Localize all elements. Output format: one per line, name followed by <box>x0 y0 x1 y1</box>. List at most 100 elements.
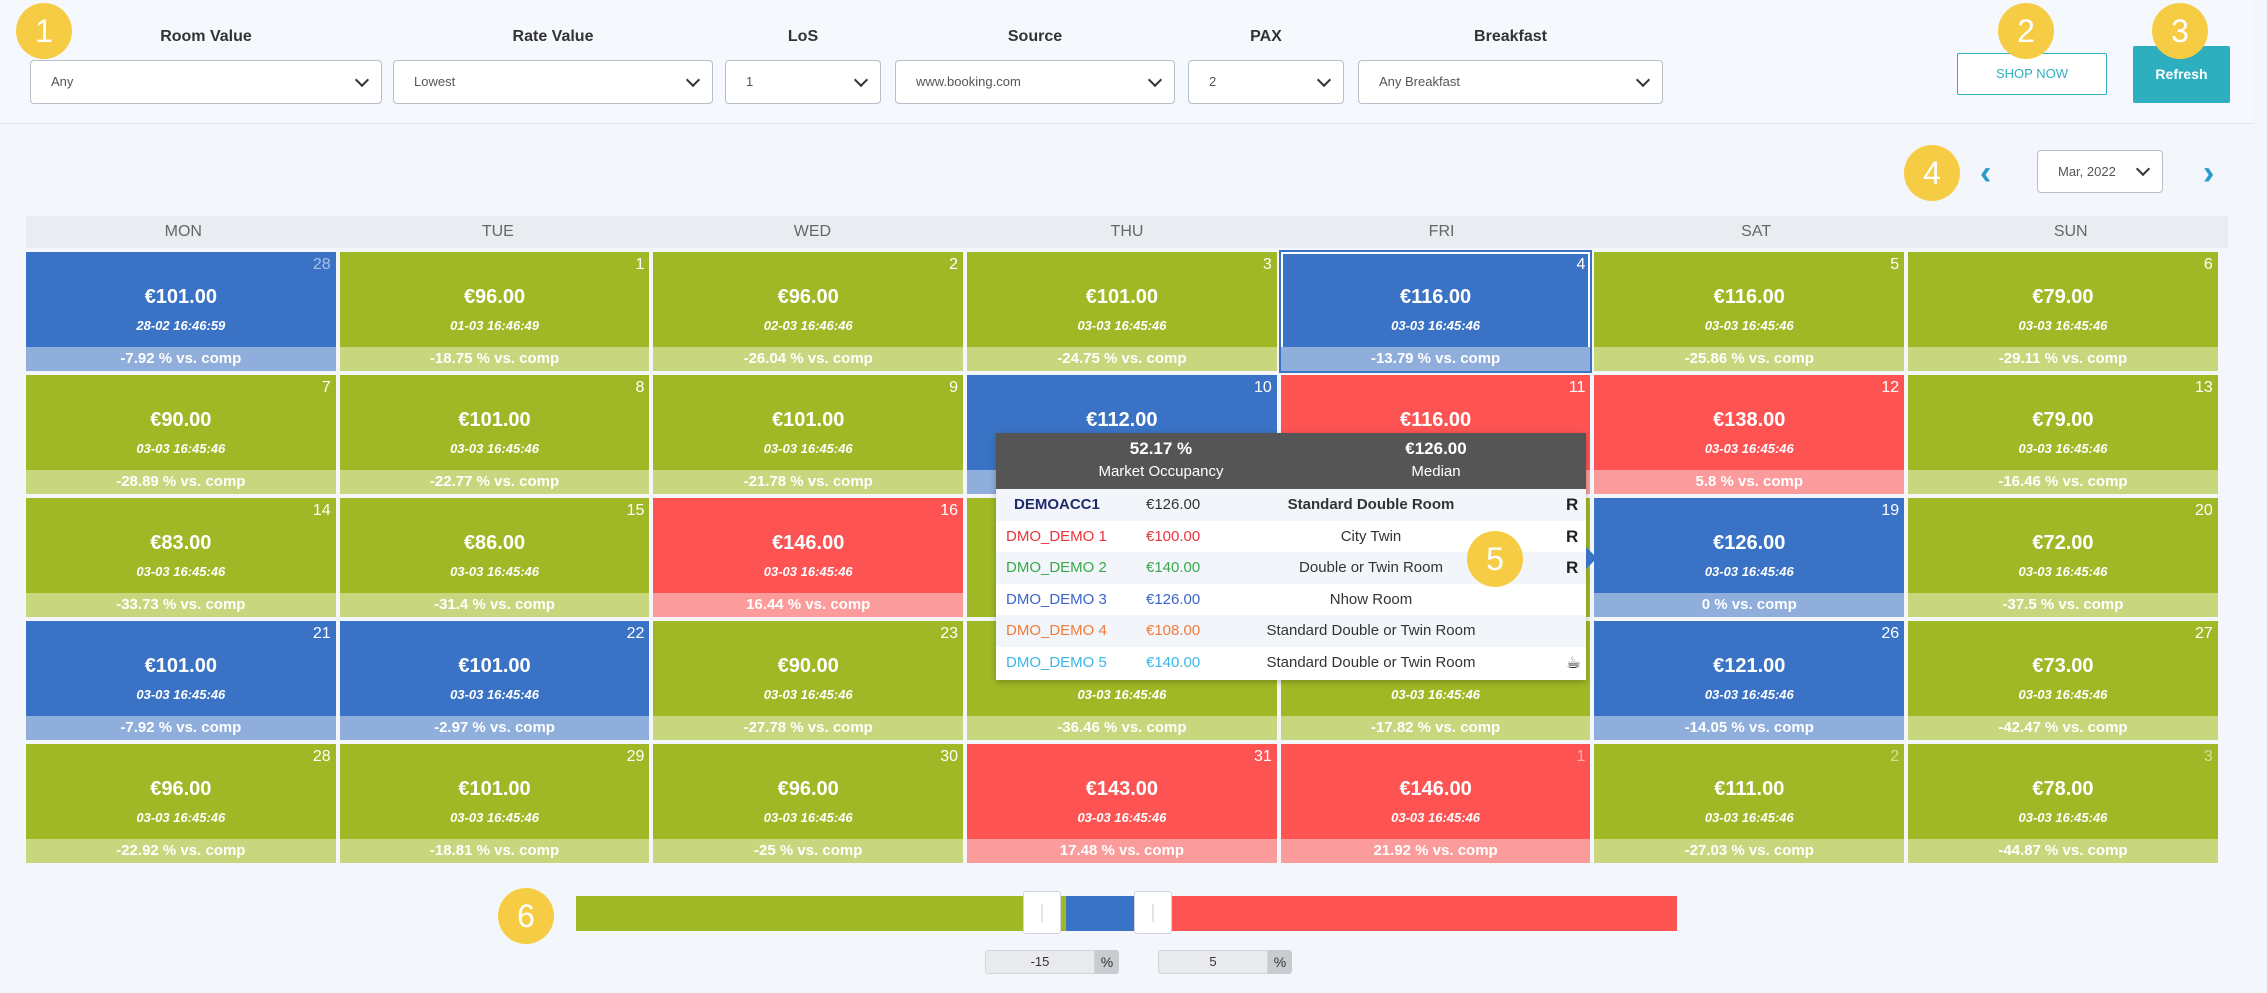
day-price: €121.00 <box>1713 655 1786 677</box>
calendar-day-cell[interactable]: 14 €83.00 03-03 16:45:46 -33.73 % vs. comp <box>26 498 336 617</box>
day-timestamp: 03-03 16:45:46 <box>136 810 226 825</box>
calendar-day-cell[interactable]: 21 €101.00 03-03 16:45:46 -7.92 % vs. comp <box>26 621 336 740</box>
month-select[interactable]: Mar, 2022 <box>2037 150 2163 193</box>
day-vs-comp: -25 % vs. comp <box>653 839 964 863</box>
day-vs-comp: -18.81 % vs. comp <box>339 839 650 863</box>
competitor-row: DEMOACC1 €126.00 Standard Double Room R <box>996 489 1586 521</box>
chevron-down-icon <box>2135 161 2151 177</box>
calendar-day-cell[interactable]: 1 €146.00 03-03 16:45:46 21.92 % vs. comp <box>1280 744 1591 863</box>
calendar-day-cell[interactable]: 22 €101.00 03-03 16:45:46 -2.97 % vs. comp <box>339 621 650 740</box>
day-vs-comp: -7.92 % vs. comp <box>26 347 336 371</box>
calendar-day-cell[interactable]: 2 €96.00 02-03 16:46:46 -26.04 % vs. comp <box>653 252 964 371</box>
day-number: 1 <box>1576 748 1586 765</box>
day-price: €96.00 <box>150 778 212 800</box>
calendar-day-cell[interactable]: 3 €101.00 03-03 16:45:46 -24.75 % vs. comp <box>967 252 1277 371</box>
chevron-down-icon <box>1316 72 1332 88</box>
day-timestamp: 03-03 16:45:46 <box>2018 441 2108 456</box>
calendar-day-cell[interactable]: 16 €146.00 03-03 16:45:46 16.44 % vs. comp <box>653 498 964 617</box>
median-value: €126.00 <box>1405 439 1467 458</box>
refundable-flag: R <box>1566 495 1579 514</box>
source-label: Source <box>1007 28 1063 45</box>
annotation-badge-4: 4 <box>1904 145 1960 201</box>
calendar-day-cell[interactable]: 27 €73.00 03-03 16:45:46 -42.47 % vs. comp <box>1908 621 2218 740</box>
shop-now-button[interactable]: SHOP NOW <box>1957 53 2107 95</box>
day-vs-comp: 17.48 % vs. comp <box>967 839 1277 863</box>
day-price: €146.00 <box>772 532 845 554</box>
market-occupancy-label: Market Occupancy <box>1098 463 1224 480</box>
chevron-down-icon <box>1147 72 1163 88</box>
room-value-label: Room Value <box>160 28 252 45</box>
room-value-select[interactable]: Any <box>30 60 382 104</box>
range-high-field: 5 % <box>1158 950 1292 974</box>
los-label: LoS <box>787 28 819 45</box>
competitor-price: €140.00 <box>1146 653 1201 671</box>
day-price: €79.00 <box>2032 286 2094 308</box>
pax-select[interactable]: 2 <box>1188 60 1344 104</box>
range-high-input[interactable]: 5 <box>1158 950 1268 974</box>
source-select[interactable]: www.booking.com <box>895 60 1175 104</box>
day-timestamp: 03-03 16:45:46 <box>1704 318 1794 333</box>
day-price: €116.00 <box>1399 286 1472 308</box>
day-vs-comp: -16.46 % vs. comp <box>1908 470 2218 494</box>
pax-selected: 2 <box>1209 74 1217 89</box>
calendar-day-cell[interactable]: 4 €116.00 03-03 16:45:46 -13.79 % vs. comp <box>1280 252 1591 371</box>
day-timestamp: 03-03 16:45:46 <box>2018 564 2108 579</box>
calendar-day-cell[interactable]: 13 €79.00 03-03 16:45:46 -16.46 % vs. comp <box>1908 375 2218 494</box>
day-timestamp: 03-03 16:45:46 <box>1704 687 1794 702</box>
refundable-flag: R <box>1566 558 1579 577</box>
day-timestamp: 03-03 16:45:46 <box>763 687 853 702</box>
competitor-price: €108.00 <box>1146 622 1201 639</box>
calendar-day-cell[interactable]: 3 €78.00 03-03 16:45:46 -44.87 % vs. comp <box>1908 744 2218 863</box>
calendar-day-cell[interactable]: 31 €143.00 03-03 16:45:46 17.48 % vs. comp <box>967 744 1277 863</box>
day-price: €72.00 <box>2032 532 2094 554</box>
calendar-day-cell[interactable]: 6 €79.00 03-03 16:45:46 -29.11 % vs. comp <box>1908 252 2218 371</box>
range-high-handle[interactable] <box>1134 891 1172 934</box>
calendar-day-cell[interactable]: 15 €86.00 03-03 16:45:46 -31.4 % vs. comp <box>339 498 650 617</box>
competitor-name: DMO_DEMO 2 <box>1006 559 1107 576</box>
day-price: €101.00 <box>458 655 531 677</box>
day-price: €101.00 <box>458 778 531 800</box>
competitor-room-type: Standard Double or Twin Room <box>1266 653 1476 671</box>
weekday-thu: THU <box>1110 223 1144 240</box>
calendar-day-cell[interactable]: 5 €116.00 03-03 16:45:46 -25.86 % vs. comp <box>1594 252 1905 371</box>
breakfast-select[interactable]: Any Breakfast <box>1358 60 1663 104</box>
month-selected: Mar, 2022 <box>2058 164 2116 179</box>
competitor-name: DMO_DEMO 4 <box>1006 622 1107 639</box>
range-low-handle[interactable] <box>1023 891 1061 934</box>
calendar-day-cell[interactable]: 23 €90.00 03-03 16:45:46 -27.78 % vs. comp <box>653 621 964 740</box>
day-timestamp: 03-03 16:45:46 <box>2018 687 2108 702</box>
calendar-day-cell[interactable]: 29 €101.00 03-03 16:45:46 -18.81 % vs. comp <box>339 744 650 863</box>
calendar-day-cell[interactable]: 28 €96.00 03-03 16:45:46 -22.92 % vs. comp <box>26 744 336 863</box>
rate-value-select[interactable]: Lowest <box>393 60 713 104</box>
day-number: 3 <box>1262 256 1272 273</box>
day-timestamp: 03-03 16:45:46 <box>2018 318 2108 333</box>
day-vs-comp: -18.75 % vs. comp <box>339 347 650 371</box>
calendar-day-cell[interactable]: 7 €90.00 03-03 16:45:46 -28.89 % vs. comp <box>26 375 336 494</box>
day-number: 2 <box>1890 748 1900 765</box>
calendar-day-cell[interactable]: 8 €101.00 03-03 16:45:46 -22.77 % vs. comp <box>339 375 650 494</box>
calendar-day-cell[interactable]: 1 €96.00 01-03 16:46:49 -18.75 % vs. comp <box>339 252 650 371</box>
los-select[interactable]: 1 <box>725 60 881 104</box>
calendar-day-cell[interactable]: 9 €101.00 03-03 16:45:46 -21.78 % vs. comp <box>653 375 964 494</box>
prev-month-button[interactable]: ‹ <box>1980 154 1992 192</box>
calendar-day-cell[interactable]: 26 €121.00 03-03 16:45:46 -14.05 % vs. comp <box>1594 621 1905 740</box>
day-number: 28 <box>312 256 331 273</box>
range-below-segment <box>576 896 1066 931</box>
calendar-day-cell[interactable]: 28 €101.00 28-02 16:46:59 -7.92 % vs. comp <box>26 252 336 371</box>
day-price: €73.00 <box>2032 655 2094 677</box>
calendar-day-cell[interactable]: 12 €138.00 03-03 16:45:46 5.8 % vs. comp <box>1594 375 1905 494</box>
day-timestamp: 03-03 16:45:46 <box>450 441 539 456</box>
calendar-day-cell[interactable]: 19 €126.00 03-03 16:45:46 0 % vs. comp <box>1594 498 1905 617</box>
day-number: 21 <box>312 625 331 642</box>
calendar-day-cell[interactable]: 30 €96.00 03-03 16:45:46 -25 % vs. comp <box>653 744 964 863</box>
day-vs-comp: -44.87 % vs. comp <box>1908 839 2218 863</box>
competitor-room-type: Standard Double or Twin Room <box>1266 622 1476 639</box>
calendar-day-cell[interactable]: 2 €111.00 03-03 16:45:46 -27.03 % vs. comp <box>1594 744 1905 863</box>
day-number: 7 <box>321 379 331 396</box>
next-month-button[interactable]: › <box>2203 154 2215 192</box>
weekday-mon: MON <box>164 223 202 240</box>
day-price: €112.00 <box>1086 409 1158 431</box>
calendar-day-cell[interactable]: 20 €72.00 03-03 16:45:46 -37.5 % vs. comp <box>1908 498 2218 617</box>
range-low-input[interactable]: -15 <box>985 950 1095 974</box>
competitor-row: DMO_DEMO 3 €126.00 Nhow Room <box>996 584 1586 616</box>
